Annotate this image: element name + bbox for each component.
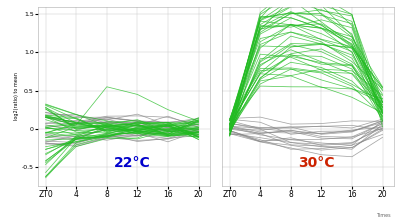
Text: 30°C: 30°C — [298, 156, 335, 170]
Text: 22°C: 22°C — [114, 156, 151, 170]
Y-axis label: log2(ratio) to mean: log2(ratio) to mean — [14, 72, 19, 120]
Text: Times: Times — [376, 213, 390, 218]
